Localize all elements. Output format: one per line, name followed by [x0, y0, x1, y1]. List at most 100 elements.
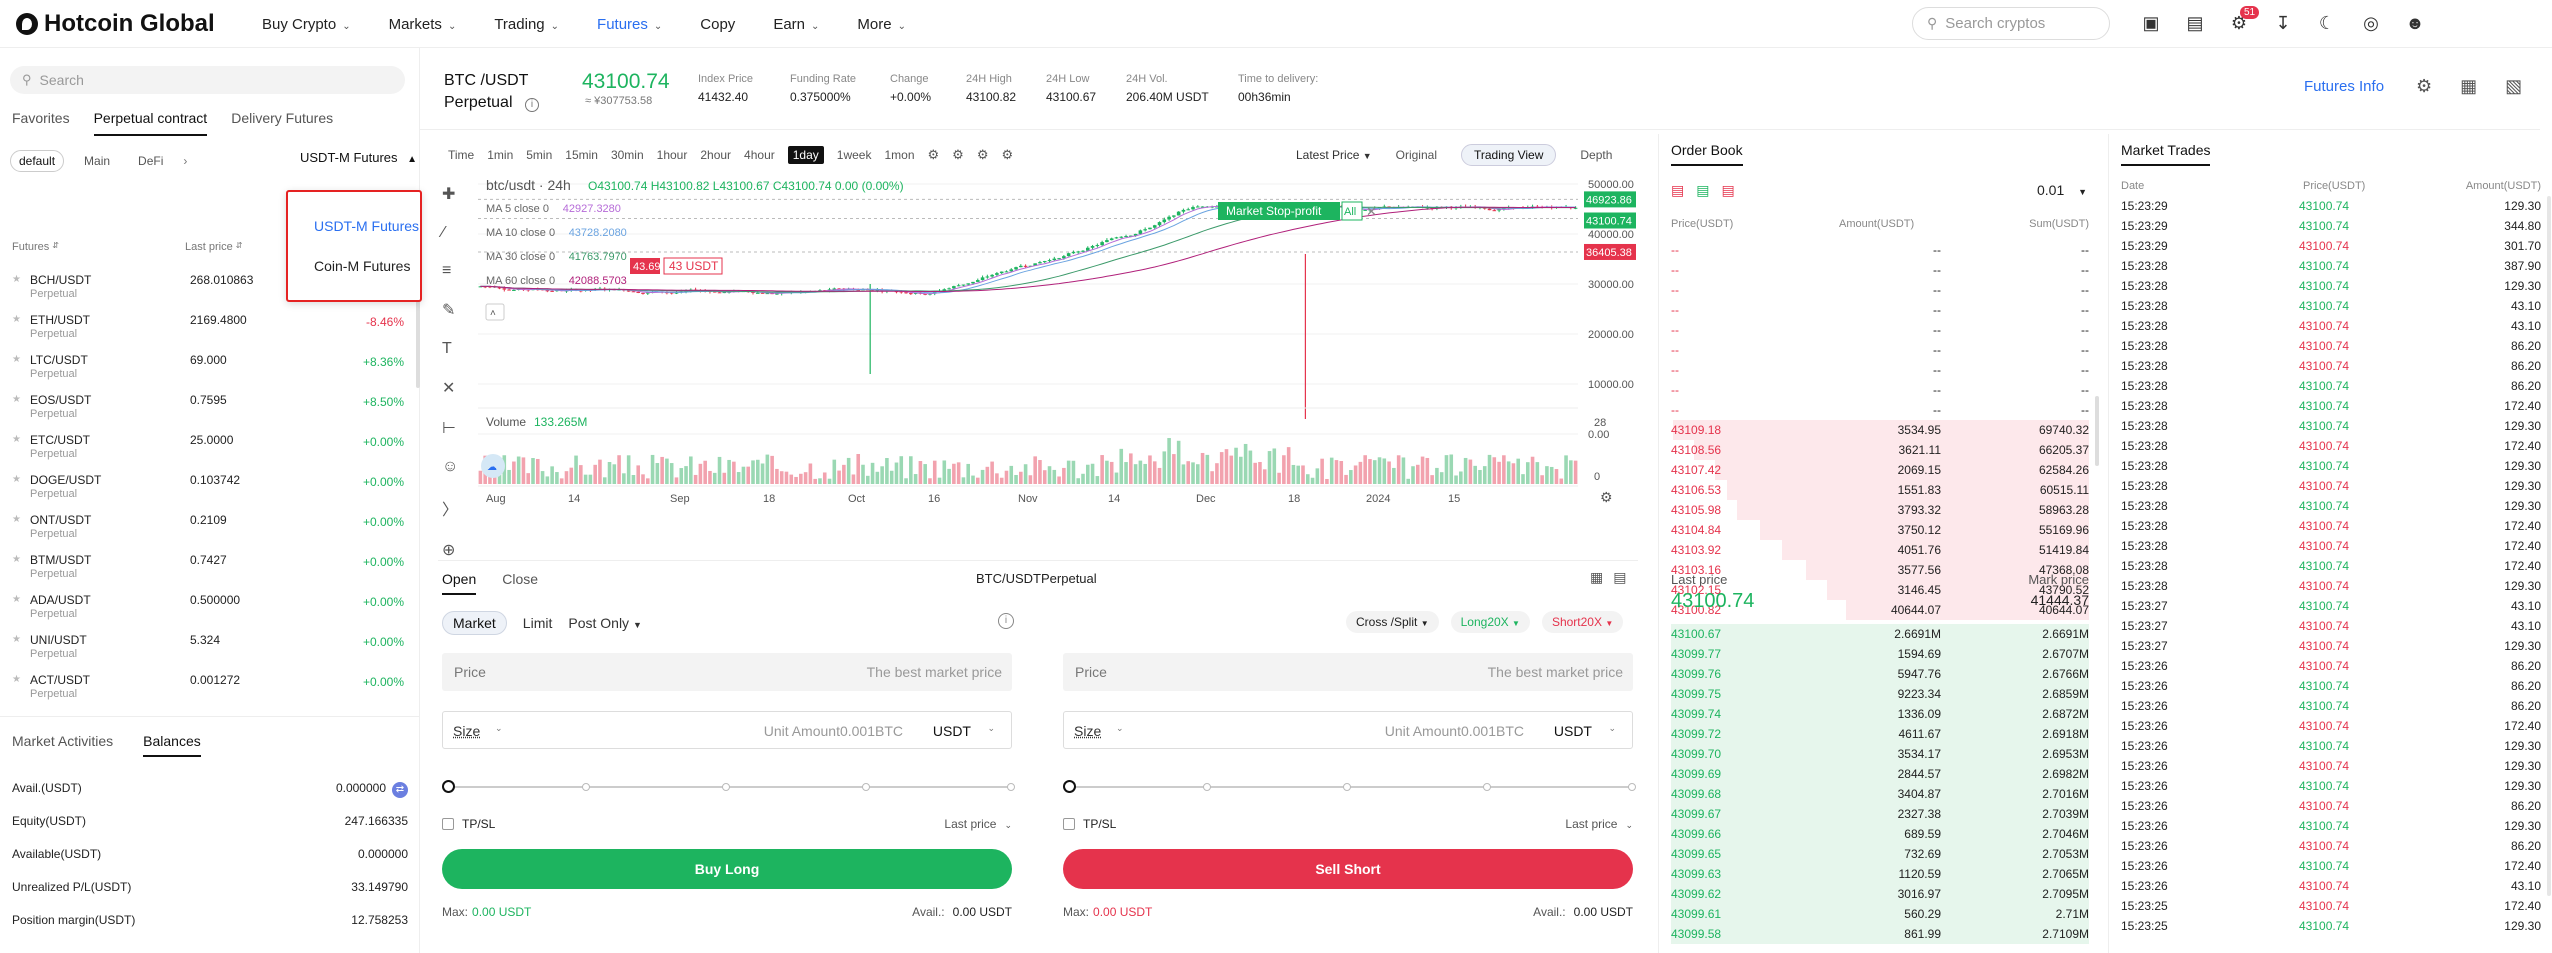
- bid-row[interactable]: 43099.68 3404.87 2.7016M: [1671, 784, 2089, 804]
- ask-row[interactable]: 43108.56 3621.11 66205.37: [1671, 440, 2089, 460]
- chevron-right-icon[interactable]: ›: [183, 154, 188, 168]
- long-leverage-select[interactable]: Long20X ▼: [1450, 611, 1530, 633]
- view-original[interactable]: Original: [1395, 148, 1437, 162]
- settings-gear-icon[interactable]: ⚙: [2416, 76, 2433, 96]
- star-icon[interactable]: ★: [12, 274, 21, 285]
- ask-row[interactable]: 43105.98 3793.32 58963.28: [1671, 500, 2089, 520]
- short-leverage-select[interactable]: Short20X ▼: [1541, 611, 1624, 633]
- bell-icon[interactable]: ⚙ 51: [2228, 6, 2260, 34]
- tab-close[interactable]: Close: [502, 571, 539, 587]
- pattern-icon[interactable]: ✕: [442, 380, 456, 397]
- tab-perpetual-contract[interactable]: Perpetual contract: [93, 110, 208, 136]
- book-bids-icon[interactable]: ▤: [1696, 182, 1710, 198]
- chevron-down-icon[interactable]: ⌄: [1116, 723, 1124, 733]
- ask-row[interactable]: -- -- --: [1671, 300, 2089, 320]
- search-cryptos-input[interactable]: ⚲ Search cryptos: [1912, 7, 2110, 40]
- trades-scrollbar[interactable]: [2547, 196, 2551, 896]
- star-icon[interactable]: ★: [12, 634, 21, 645]
- nav-item-buy-crypto[interactable]: Buy Crypto ⌄: [262, 15, 351, 33]
- short-size-slider[interactable]: [1063, 777, 1636, 797]
- emoji-icon[interactable]: ☺: [442, 458, 459, 475]
- star-icon[interactable]: ★: [12, 314, 21, 325]
- timeframe-5min[interactable]: 5min: [526, 148, 553, 162]
- latest-price-select[interactable]: Latest Price ▼: [1296, 148, 1372, 162]
- chip-defi[interactable]: DeFi: [138, 154, 164, 168]
- timeframe-1day[interactable]: 1day: [787, 146, 824, 164]
- calculator-icon[interactable]: ▧: [2505, 76, 2523, 96]
- tab-open[interactable]: Open: [442, 571, 477, 595]
- timeframe-1min[interactable]: 1min: [487, 148, 514, 162]
- star-icon[interactable]: ★: [12, 674, 21, 685]
- sell-button[interactable]: Sell Short: [1063, 849, 1633, 889]
- market-row[interactable]: ★ ONT/USDT Perpetual 0.2109 +0.00%: [0, 508, 420, 548]
- size-unit-select[interactable]: USDT: [932, 723, 971, 739]
- bid-row[interactable]: 43099.58 861.99 2.7109M: [1671, 924, 2089, 944]
- bid-row[interactable]: 43099.72 4611.67 2.6918M: [1671, 724, 2089, 744]
- order-book-scrollbar[interactable]: [2095, 396, 2099, 466]
- book-both-icon[interactable]: ▤: [1671, 182, 1685, 198]
- timeframe-30min[interactable]: 30min: [610, 148, 644, 162]
- crosshair-icon[interactable]: ✚: [442, 186, 456, 203]
- bid-row[interactable]: 43099.63 1120.59 2.7065M: [1671, 864, 2089, 884]
- order-type-limit[interactable]: Limit: [522, 615, 553, 631]
- ask-row[interactable]: -- -- --: [1671, 340, 2089, 360]
- info-icon[interactable]: i: [524, 98, 539, 112]
- nav-item-earn[interactable]: Earn ⌄: [773, 15, 820, 33]
- menu-item-coin-m[interactable]: Coin-M Futures: [314, 258, 411, 274]
- ask-row[interactable]: -- -- --: [1671, 320, 2089, 340]
- percent-icon[interactable]: ▤: [1613, 569, 1627, 585]
- margin-mode-select[interactable]: Cross /Split ▼: [1346, 611, 1439, 633]
- market-row[interactable]: ★ EOS/USDT Perpetual 0.7595 +8.50%: [0, 388, 420, 428]
- long-tpsl-checkbox[interactable]: TP/SL: [442, 817, 495, 831]
- nav-item-futures[interactable]: Futures ⌄: [597, 15, 663, 33]
- chevron-down-icon[interactable]: ⌄: [495, 723, 503, 733]
- chevron-down-icon[interactable]: ⌄: [987, 723, 995, 733]
- bid-row[interactable]: 43099.75 9223.34 2.6859M: [1671, 684, 2089, 704]
- futures-info-link[interactable]: Futures Info: [2304, 78, 2385, 95]
- star-icon[interactable]: ★: [12, 394, 21, 405]
- fib-icon[interactable]: ≡: [442, 262, 452, 279]
- chip-main[interactable]: Main: [84, 154, 111, 168]
- globe-icon[interactable]: ◎: [2363, 12, 2379, 33]
- bid-row[interactable]: 43099.65 732.69 2.7053M: [1671, 844, 2089, 864]
- nav-item-trading[interactable]: Trading ⌄: [494, 15, 560, 33]
- user-avatar-icon[interactable]: ☻: [2405, 12, 2425, 33]
- book-asks-icon[interactable]: ▤: [1721, 182, 1735, 198]
- size-unit-select[interactable]: USDT: [1553, 723, 1592, 739]
- short-trigger-select[interactable]: Last price ⌄: [1565, 817, 1633, 831]
- timeframe-1hour[interactable]: 1hour: [656, 148, 688, 162]
- market-trades-title[interactable]: Market Trades: [2121, 142, 2211, 166]
- ask-row[interactable]: -- -- --: [1671, 360, 2089, 380]
- bid-row[interactable]: 43099.77 1594.69 2.6707M: [1671, 644, 2089, 664]
- market-row[interactable]: ★ ETC/USDT Perpetual 25.0000 +0.00%: [0, 428, 420, 468]
- bid-row[interactable]: 43100.67 2.6691M 2.6691M: [1671, 624, 2089, 644]
- star-icon[interactable]: ★: [12, 554, 21, 565]
- indicator-icon[interactable]: ⚙: [927, 147, 940, 162]
- ask-row[interactable]: 43100.82 40644.07 40644.07: [1671, 600, 2089, 620]
- market-row[interactable]: ★ ETH/USDT Perpetual 2169.4800 -8.46%: [0, 308, 420, 348]
- tab-market-activities[interactable]: Market Activities: [12, 733, 114, 749]
- timeframe-15min[interactable]: 15min: [565, 148, 598, 162]
- bid-row[interactable]: 43099.76 5947.76 2.6766M: [1671, 664, 2089, 684]
- slider-handle[interactable]: [1063, 780, 1076, 793]
- bid-row[interactable]: 43099.74 1336.09 2.6872M: [1671, 704, 2089, 724]
- order-type-market[interactable]: Market: [442, 611, 507, 635]
- sort-icon[interactable]: ⇵: [235, 241, 243, 250]
- logo[interactable]: Hotcoin Global: [16, 10, 215, 38]
- order-info-icon[interactable]: i: [998, 613, 1014, 629]
- long-size-slider[interactable]: [442, 777, 1015, 797]
- sort-icon[interactable]: ⇵: [52, 241, 59, 250]
- bid-row[interactable]: 43099.70 3534.17 2.6953M: [1671, 744, 2089, 764]
- market-row[interactable]: ★ ADA/USDT Perpetual 0.500000 +0.00%: [0, 588, 420, 628]
- short-size-input[interactable]: Size ⌄ Unit Amount0.001BTC USDT ⌄: [1063, 711, 1633, 749]
- ask-row[interactable]: -- -- --: [1671, 240, 2089, 260]
- market-row[interactable]: ★ LTC/USDT Perpetual 69.000 +8.36%: [0, 348, 420, 388]
- bid-row[interactable]: 43099.67 2327.38 2.7039M: [1671, 804, 2089, 824]
- ask-row[interactable]: 43102.15 3146.45 43790.52: [1671, 580, 2089, 600]
- tab-balances[interactable]: Balances: [143, 733, 201, 757]
- view-depth[interactable]: Depth: [1580, 148, 1613, 162]
- view-trading-view[interactable]: Trading View: [1461, 144, 1557, 166]
- ask-row[interactable]: 43106.53 1551.83 60515.11: [1671, 480, 2089, 500]
- order-type-post-only[interactable]: Post Only ▼: [568, 615, 642, 631]
- ask-row[interactable]: 43107.42 2069.15 62584.26: [1671, 460, 2089, 480]
